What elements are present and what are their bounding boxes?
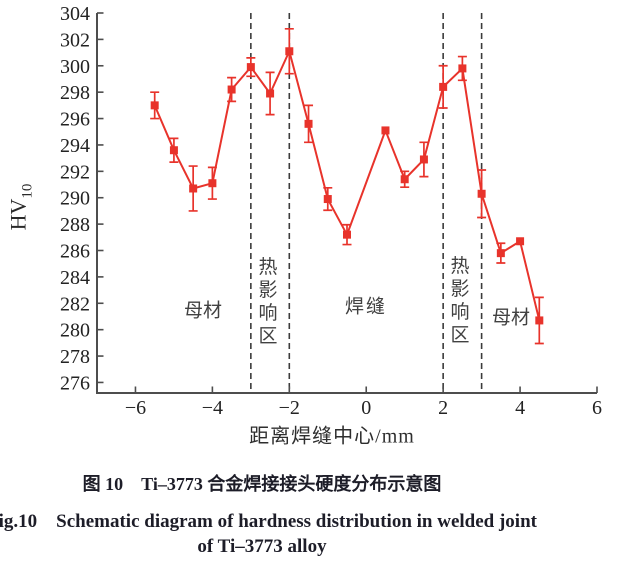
x-tick-label: 6	[592, 397, 602, 419]
region-label-haz-right: 热影响区	[450, 256, 470, 346]
data-point-marker	[208, 179, 217, 188]
caption-chinese: 图 10 Ti–3773 合金焊接接头硬度分布示意图	[82, 474, 442, 494]
data-line	[153, 50, 541, 321]
data-point-marker	[169, 146, 178, 155]
x-tick-label: −2	[279, 397, 300, 419]
y-axis-title: HV10	[6, 184, 37, 231]
x-tick-label: 4	[515, 397, 525, 419]
y-tick-label: 284	[60, 267, 90, 289]
data-point-marker	[477, 189, 486, 198]
data-point-marker	[419, 155, 428, 164]
region-label-base-metal-right: 母材	[491, 307, 531, 329]
y-tick-label: 282	[60, 293, 90, 315]
y-tick-label: 294	[60, 135, 90, 157]
y-tick-label: 292	[60, 161, 90, 183]
x-tick-label: −4	[202, 397, 223, 419]
region-label-weld-seam: 焊缝	[344, 296, 388, 318]
y-tick-label: 298	[60, 82, 90, 104]
caption-english-line1: Fig.10 Schematic diagram of hardness dis…	[0, 511, 537, 532]
data-point-marker	[323, 195, 332, 204]
y-tick-label: 290	[60, 188, 90, 210]
y-tick-label: 302	[60, 29, 90, 51]
region-label-haz-left: 热影响区	[258, 257, 278, 347]
data-point-marker	[496, 249, 505, 258]
hardness-line-chart: 276 278 280 282 284 286 288 290 292 294 296 298 300 3…	[60, 3, 602, 419]
y-tick-label: 280	[60, 320, 90, 342]
x-tick-label: −6	[125, 397, 146, 419]
x-tick-label: 2	[438, 397, 448, 419]
data-point-marker	[150, 101, 159, 110]
y-tick-label: 300	[60, 56, 90, 78]
x-tick-label: 0	[361, 397, 371, 419]
caption-english-line2: of Ti–3773 alloy	[197, 536, 327, 557]
axes	[96, 13, 597, 394]
y-axis-title-subscript: 10	[19, 183, 36, 199]
y-tick-label: 286	[60, 241, 90, 263]
region-label-base-metal-left: 母材	[183, 300, 223, 322]
data-point-marker	[246, 63, 255, 72]
data-point-marker	[189, 184, 198, 193]
data-point-marker	[266, 89, 275, 98]
data-point-marker	[535, 316, 544, 325]
data-point-marker	[516, 237, 525, 246]
y-tick-label: 276	[60, 372, 90, 394]
data-point-marker	[227, 85, 236, 94]
y-tick-label: 288	[60, 214, 90, 236]
data-point-marker	[400, 175, 409, 184]
y-tick-label: 296	[60, 109, 90, 131]
data-point-marker	[304, 119, 313, 128]
data-point-marker	[343, 230, 351, 239]
data-point-marker	[381, 126, 390, 135]
y-tick-label: 304	[60, 3, 90, 25]
data-point-marker	[285, 47, 294, 56]
x-axis-title: 距离焊缝中心/mm	[249, 425, 415, 448]
data-point-marker	[458, 64, 467, 73]
data-point-marker	[439, 82, 448, 91]
y-tick-label: 278	[60, 346, 90, 368]
y-axis-title-main: HV	[5, 198, 31, 231]
